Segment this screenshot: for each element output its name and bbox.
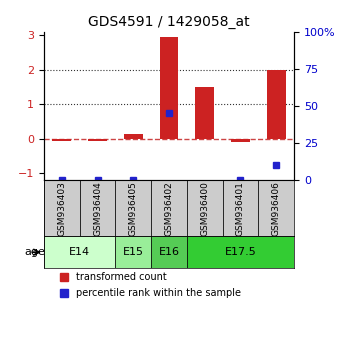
Bar bbox=[52, 139, 71, 141]
FancyBboxPatch shape bbox=[151, 180, 187, 236]
Bar bbox=[231, 139, 250, 142]
FancyBboxPatch shape bbox=[258, 180, 294, 236]
Bar bbox=[124, 134, 143, 139]
Text: GSM936404: GSM936404 bbox=[93, 181, 102, 235]
FancyBboxPatch shape bbox=[115, 180, 151, 236]
FancyBboxPatch shape bbox=[80, 180, 115, 236]
Bar bbox=[267, 70, 286, 139]
Text: GSM936403: GSM936403 bbox=[57, 181, 66, 235]
FancyBboxPatch shape bbox=[151, 236, 187, 268]
Text: GSM936400: GSM936400 bbox=[200, 181, 209, 235]
Text: E15: E15 bbox=[123, 247, 144, 257]
Bar bbox=[88, 139, 107, 141]
FancyBboxPatch shape bbox=[44, 180, 80, 236]
Text: age: age bbox=[25, 247, 46, 257]
Text: transformed count: transformed count bbox=[76, 272, 167, 281]
Text: E14: E14 bbox=[69, 247, 90, 257]
Bar bbox=[160, 37, 178, 139]
Text: GSM936406: GSM936406 bbox=[272, 181, 281, 235]
FancyBboxPatch shape bbox=[115, 236, 151, 268]
Text: GSM936405: GSM936405 bbox=[129, 181, 138, 235]
FancyBboxPatch shape bbox=[223, 180, 258, 236]
Bar bbox=[195, 87, 214, 139]
Text: E17.5: E17.5 bbox=[224, 247, 256, 257]
Text: GSM936401: GSM936401 bbox=[236, 181, 245, 235]
Text: E16: E16 bbox=[159, 247, 179, 257]
FancyBboxPatch shape bbox=[187, 180, 223, 236]
Text: GSM936402: GSM936402 bbox=[165, 181, 173, 235]
Title: GDS4591 / 1429058_at: GDS4591 / 1429058_at bbox=[88, 16, 250, 29]
FancyBboxPatch shape bbox=[44, 236, 115, 268]
FancyBboxPatch shape bbox=[187, 236, 294, 268]
Text: percentile rank within the sample: percentile rank within the sample bbox=[76, 288, 241, 298]
